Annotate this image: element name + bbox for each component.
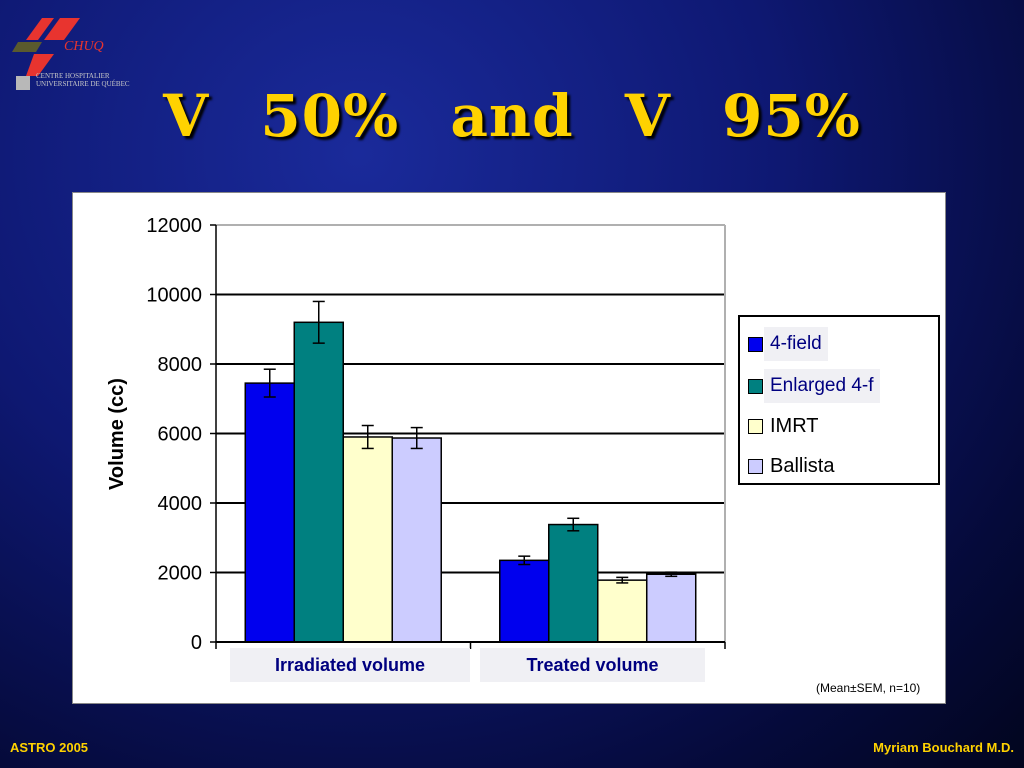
y-tick-label: 10000 — [146, 285, 202, 307]
svg-text:CHUQ: CHUQ — [64, 39, 104, 54]
logo-subtext: CENTRE HOSPITALIER UNIVERSITAIRE DE QUÉB… — [36, 72, 130, 88]
slide-title: V 50% and V 95% — [163, 82, 861, 150]
bar — [645, 573, 697, 643]
y-tick-label: 4000 — [158, 493, 203, 515]
chart-legend: 4-field Enlarged 4-f IMRT Ballista — [738, 315, 940, 485]
legend-label: IMRT — [770, 415, 819, 437]
footer-right: Myriam Bouchard M.D. — [873, 740, 1014, 755]
legend-label: 4-field — [764, 327, 828, 361]
bar — [548, 523, 599, 643]
legend-swatch — [748, 379, 763, 394]
legend-label: Ballista — [770, 455, 835, 477]
legend-swatch — [748, 459, 763, 474]
x-category-label-treated: Treated volume — [480, 648, 705, 682]
y-axis-label: Volume (cc) — [106, 378, 128, 490]
x-category-label-irradiated: Irradiated volume — [230, 648, 470, 682]
y-tick-label: 6000 — [158, 424, 203, 446]
bar — [244, 382, 296, 643]
chuq-logo: CHUQ — [12, 18, 104, 90]
y-tick-label: 8000 — [158, 354, 203, 376]
y-tick-label: 12000 — [146, 215, 202, 237]
bar — [293, 321, 345, 643]
y-tick-label: 2000 — [158, 563, 203, 585]
axes — [210, 224, 726, 649]
legend-swatch — [748, 337, 763, 352]
bar — [391, 437, 442, 643]
bars — [244, 300, 697, 643]
legend-swatch — [748, 419, 763, 434]
y-tick-labels: 0 2000 4000 6000 8000 10000 12000 — [146, 215, 202, 654]
footer-left: ASTRO 2005 — [10, 740, 89, 755]
legend-label: Enlarged 4-f — [764, 369, 880, 403]
bar — [597, 579, 648, 643]
chart-footnote: (Mean±SEM, n=10) — [816, 681, 921, 695]
bar — [499, 559, 550, 643]
y-tick-label: 0 — [191, 632, 202, 654]
bar — [342, 436, 393, 643]
